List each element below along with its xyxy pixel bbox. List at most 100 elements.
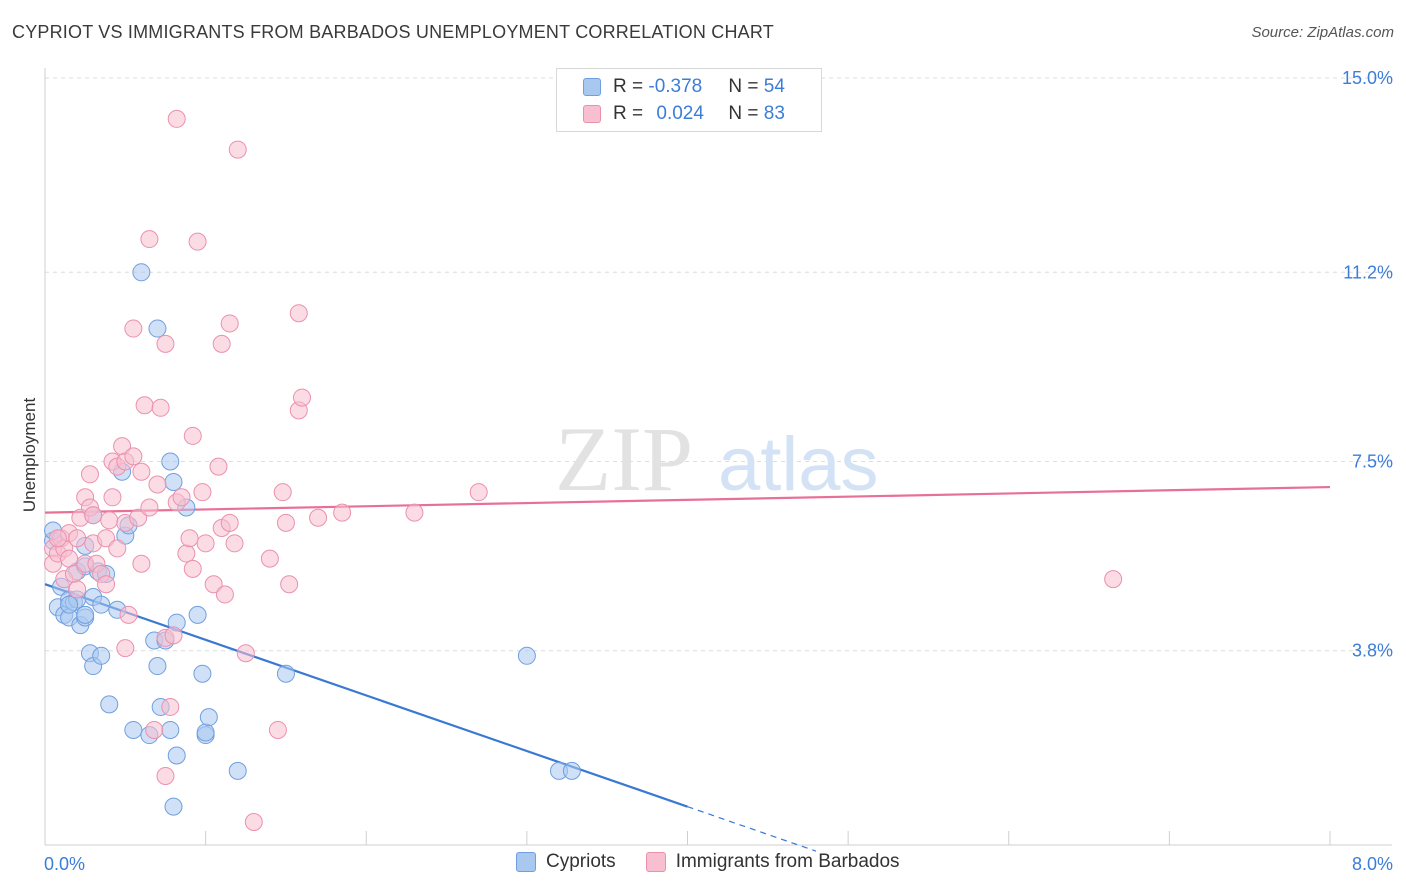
legend-swatch-barbados [645,852,666,872]
y-tick-label: 11.2% [1343,262,1393,282]
legend-r-value: -0.378 [648,76,703,97]
y-tick-labels: 3.8% 7.5% 11.2% 15.0% [1342,68,1393,661]
point-cypriots [148,657,167,676]
point-barbados [260,549,279,568]
point-cypriots [199,708,218,727]
trend-line-cypriots-extension [687,806,817,852]
legend-row-barbados: R = 0.024 N = 83 [583,101,785,127]
legend-n-value: 54 [763,76,785,97]
point-barbados [293,388,311,407]
point-barbados [1104,570,1123,589]
point-cypriots [60,595,79,614]
point-barbados [183,559,202,578]
point-cypriots [76,605,95,624]
point-cypriots [132,263,151,282]
point-barbados [172,488,191,507]
point-barbados [132,554,151,573]
point-cypriots [124,720,143,739]
legend-item-cypriots[interactable]: Cypriots [516,851,616,873]
point-barbados [116,639,135,658]
point-barbados [84,506,103,525]
point-barbados [135,396,154,415]
correlation-legend: R = -0.378 N = 54 R = 0.024 N = 83 [556,68,822,132]
point-barbados [124,319,143,338]
point-cypriots [517,646,536,665]
point-barbados [309,508,328,527]
legend-swatch-cypriots [516,852,536,872]
point-barbados [196,534,215,553]
point-barbados [177,544,196,563]
trend-line-barbados [44,485,1331,514]
point-cypriots [148,319,167,338]
legend-n-label: N = [728,103,764,124]
point-barbados [215,585,234,604]
point-barbados [228,140,247,159]
watermark-zip: ZIP [555,408,693,510]
point-barbados [405,503,424,522]
point-cypriots [188,605,207,624]
point-cypriots [164,797,183,816]
point-barbados [80,465,99,484]
point-barbados [193,483,212,502]
point-barbados [156,766,175,785]
point-cypriots [161,720,180,739]
point-barbados [124,447,143,466]
point-cypriots [161,452,180,471]
source-label: Source: ZipAtlas.com [1251,24,1394,41]
point-barbados [103,488,122,507]
point-barbados [280,575,299,594]
point-barbados [97,529,116,548]
point-barbados [140,230,159,249]
x-tick-labels: 0.0% 8.0% [44,854,1393,874]
point-barbados [97,575,116,594]
legend-item-barbados[interactable]: Immigrants from Barbados [645,851,900,873]
point-barbados [268,720,287,739]
point-barbados [108,539,127,558]
point-barbados [161,697,180,716]
legend-row-cypriots: R = -0.378 N = 54 [583,74,785,100]
point-barbados [68,580,87,599]
trend-line-cypriots [44,583,688,808]
point-barbados [212,334,231,353]
axes [44,68,1392,846]
point-cypriots [276,664,295,683]
data-points [44,109,1123,831]
point-barbados [273,483,292,502]
legend-r-label: R = [613,103,649,124]
legend-swatch-barbados [583,105,601,123]
point-barbados [48,529,67,548]
point-barbados [68,529,87,548]
legend-label-barbados: Immigrants from Barbados [675,851,900,872]
x-tick-label: 0.0% [44,854,85,874]
point-barbados [156,334,175,353]
point-cypriots [562,761,581,780]
chart-title: CYPRIOT VS IMMIGRANTS FROM BARBADOS UNEM… [12,22,774,42]
point-barbados [236,644,255,663]
point-cypriots [193,664,212,683]
point-cypriots [228,761,247,780]
legend-n-label: N = [728,76,764,97]
series-legend: Cypriots Immigrants from Barbados [516,851,930,873]
watermark: ZIP atlas [555,408,879,510]
x-tick-label: 8.0% [1352,854,1393,874]
legend-r-label: R = [613,76,649,97]
point-barbados [209,457,228,476]
point-barbados [129,508,148,527]
point-barbados [140,498,159,517]
point-barbados [220,513,239,532]
point-barbados [204,575,223,594]
legend-label-cypriots: Cypriots [546,851,616,872]
point-barbados [167,109,186,128]
legend-r-value: 0.024 [656,103,704,124]
point-cypriots [164,472,183,491]
point-barbados [151,398,170,417]
point-cypriots [92,646,111,665]
point-barbados [132,462,151,481]
point-barbados [276,513,295,532]
point-barbados [60,549,79,568]
point-barbados [289,304,308,323]
point-barbados [188,232,207,251]
point-cypriots [92,595,111,614]
point-barbados [164,626,183,645]
